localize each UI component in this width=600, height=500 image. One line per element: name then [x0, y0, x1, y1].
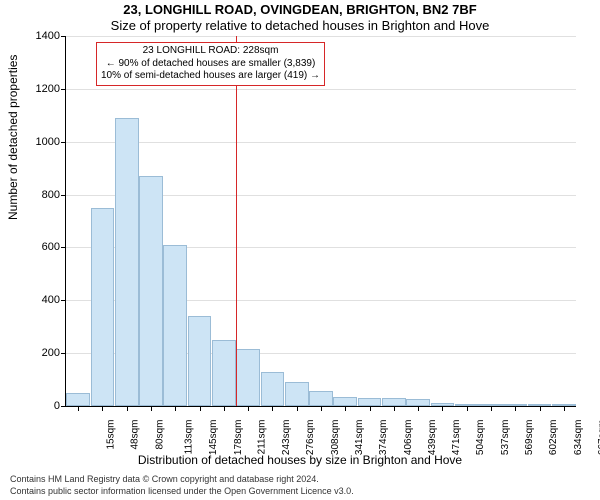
x-tick-label: 276sqm: [306, 420, 317, 456]
x-tick-mark: [345, 406, 346, 411]
histogram-bar: [406, 399, 430, 406]
histogram-bar: [309, 391, 333, 406]
x-tick-mark: [200, 406, 201, 411]
histogram-bar: [236, 349, 260, 406]
x-tick-mark: [515, 406, 516, 411]
x-tick-label: 569sqm: [524, 420, 535, 456]
y-tick-mark: [61, 195, 66, 196]
x-tick-mark: [370, 406, 371, 411]
x-tick-label: 308sqm: [330, 420, 341, 456]
y-tick-mark: [61, 300, 66, 301]
histogram-bar: [115, 118, 139, 406]
y-tick-mark: [61, 142, 66, 143]
x-tick-label: 439sqm: [427, 420, 438, 456]
x-tick-label: 145sqm: [208, 420, 219, 456]
x-tick-label: 243sqm: [281, 420, 292, 456]
y-axis-label: Number of detached properties: [6, 55, 20, 220]
callout-title: 23 LONGHILL ROAD: 228sqm: [101, 45, 320, 58]
x-tick-label: 406sqm: [403, 420, 414, 456]
histogram-bar: [163, 245, 187, 406]
x-tick-mark: [297, 406, 298, 411]
x-tick-label: 471sqm: [451, 420, 462, 456]
y-tick-label: 400: [20, 294, 60, 306]
x-tick-mark: [321, 406, 322, 411]
x-tick-mark: [442, 406, 443, 411]
footer-copyright-1: Contains HM Land Registry data © Crown c…: [10, 474, 319, 484]
grid-line: [66, 89, 576, 90]
callout-line-larger: 10% of semi-detached houses are larger (…: [101, 70, 320, 83]
y-tick-label: 600: [20, 241, 60, 253]
callout-line-smaller: ← 90% of detached houses are smaller (3,…: [101, 58, 320, 71]
x-tick-label: 178sqm: [233, 420, 244, 456]
x-tick-mark: [224, 406, 225, 411]
x-tick-mark: [102, 406, 103, 411]
y-tick-mark: [61, 353, 66, 354]
x-tick-label: 634sqm: [573, 420, 584, 456]
x-tick-mark: [418, 406, 419, 411]
y-tick-label: 1400: [20, 30, 60, 42]
histogram-bar: [91, 208, 115, 406]
y-tick-mark: [61, 247, 66, 248]
y-tick-label: 800: [20, 189, 60, 201]
histogram-bar: [212, 340, 236, 406]
x-tick-mark: [467, 406, 468, 411]
x-tick-label: 602sqm: [548, 420, 559, 456]
footer-copyright-2: Contains public sector information licen…: [10, 486, 354, 496]
x-tick-label: 504sqm: [476, 420, 487, 456]
histogram-bar: [382, 398, 406, 406]
chart-container: 23, LONGHILL ROAD, OVINGDEAN, BRIGHTON, …: [0, 0, 600, 500]
reference-line: [236, 36, 237, 406]
x-axis-label: Distribution of detached houses by size …: [0, 453, 600, 467]
x-tick-mark: [272, 406, 273, 411]
x-tick-label: 537sqm: [500, 420, 511, 456]
x-tick-mark: [248, 406, 249, 411]
grid-line: [66, 36, 576, 37]
y-tick-mark: [61, 36, 66, 37]
callout-box: 23 LONGHILL ROAD: 228sqm← 90% of detache…: [96, 42, 325, 86]
plot-area: 23 LONGHILL ROAD: 228sqm← 90% of detache…: [65, 36, 576, 407]
y-tick-mark: [61, 89, 66, 90]
x-tick-mark: [394, 406, 395, 411]
y-tick-label: 0: [20, 400, 60, 412]
x-tick-label: 80sqm: [154, 420, 165, 450]
histogram-bar: [333, 397, 357, 406]
chart-title-address: 23, LONGHILL ROAD, OVINGDEAN, BRIGHTON, …: [0, 2, 600, 17]
y-tick-label: 200: [20, 347, 60, 359]
histogram-bar: [66, 393, 90, 406]
x-tick-mark: [491, 406, 492, 411]
x-tick-mark: [540, 406, 541, 411]
x-tick-mark: [151, 406, 152, 411]
y-tick-mark: [61, 406, 66, 407]
y-tick-label: 1200: [20, 83, 60, 95]
histogram-bar: [358, 398, 382, 406]
grid-line: [66, 142, 576, 143]
histogram-bar: [139, 176, 163, 406]
x-tick-label: 374sqm: [378, 420, 389, 456]
x-tick-label: 211sqm: [256, 420, 267, 455]
x-tick-mark: [175, 406, 176, 411]
histogram-bar: [261, 372, 285, 406]
x-tick-label: 48sqm: [130, 420, 141, 450]
histogram-bar: [188, 316, 212, 406]
x-tick-label: 113sqm: [183, 420, 194, 455]
chart-subtitle: Size of property relative to detached ho…: [0, 18, 600, 33]
x-tick-mark: [564, 406, 565, 411]
histogram-bar: [285, 382, 309, 406]
x-tick-label: 341sqm: [354, 420, 365, 456]
x-tick-mark: [127, 406, 128, 411]
y-tick-label: 1000: [20, 136, 60, 148]
x-tick-mark: [78, 406, 79, 411]
x-tick-label: 15sqm: [106, 420, 117, 450]
